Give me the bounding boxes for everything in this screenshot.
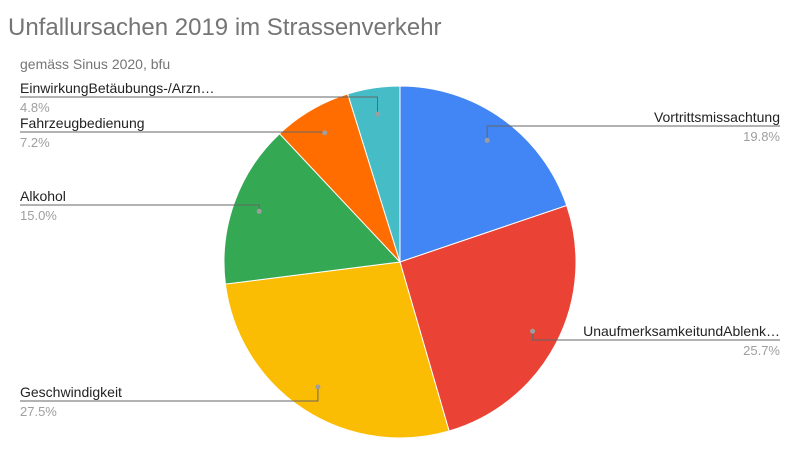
leader-line-einwirkungbetaubungs-arzn: [20, 96, 378, 115]
pie-slice-alkohol[interactable]: [223, 132, 402, 285]
pie-slice-geschwindigkeit[interactable]: [224, 261, 450, 439]
slice-percent-geschwindigkeit: 27.5%: [20, 404, 57, 419]
slice-label-fahrzeugbedienung: Fahrzeugbedienung: [20, 115, 145, 131]
slice-percent-alkohol: 15.0%: [20, 208, 57, 223]
slice-label-vortrittsmissachtung: Vortrittsmissachtung: [654, 109, 780, 125]
pie-slice-einwirkungbetaubungs-arzn[interactable]: [347, 85, 401, 263]
slice-label-einwirkungbetaubungs-arzn: EinwirkungBetäubungs-/Arzn…: [20, 80, 215, 96]
pie-slice-vortrittsmissachtung[interactable]: [399, 85, 568, 263]
leader-line-fahrzeugbedienung: [20, 131, 326, 133]
chart-subtitle: gemäss Sinus 2020, bfu: [20, 56, 171, 72]
slice-label-alkohol: Alkohol: [20, 188, 66, 204]
leader-dot-unaufmerksamkeitundablenk: [530, 328, 536, 334]
slice-percent-einwirkungbetaubungs-arzn: 4.8%: [20, 100, 50, 115]
pie-slice-unaufmerksamkeitundablenk[interactable]: [399, 204, 577, 432]
slice-percent-vortrittsmissachtung: 19.8%: [743, 129, 780, 144]
leader-line-geschwindigkeit: [20, 387, 319, 402]
chart-title: Unfallursachen 2019 im Strassenverkehr: [8, 14, 442, 41]
leader-line-unaufmerksamkeitundablenk: [532, 331, 780, 341]
leader-dot-fahrzeugbedienung: [322, 130, 328, 136]
leader-dot-vortrittsmissachtung: [484, 137, 490, 143]
slice-labels: Vortrittsmissachtung 19.8% Unaufmerksamkei…: [20, 80, 780, 419]
leader-dot-geschwindigkeit: [315, 384, 321, 390]
leader-dot-einwirkungbetaubungs-arzn: [375, 111, 380, 117]
pie-slices: [223, 85, 577, 439]
slice-percent-unaufmerksamkeitundablenk: 25.7%: [743, 343, 780, 358]
leader-line-vortrittsmissachtung: [486, 125, 780, 141]
leader-dot-alkohol: [256, 208, 262, 214]
slice-label-unaufmerksamkeitundablenk: UnaufmerksamkeitundAblenk…: [583, 323, 780, 339]
leader-lines: [20, 96, 780, 402]
slice-percent-fahrzeugbedienung: 7.2%: [20, 135, 50, 150]
slice-label-geschwindigkeit: Geschwindigkeit: [20, 384, 122, 400]
